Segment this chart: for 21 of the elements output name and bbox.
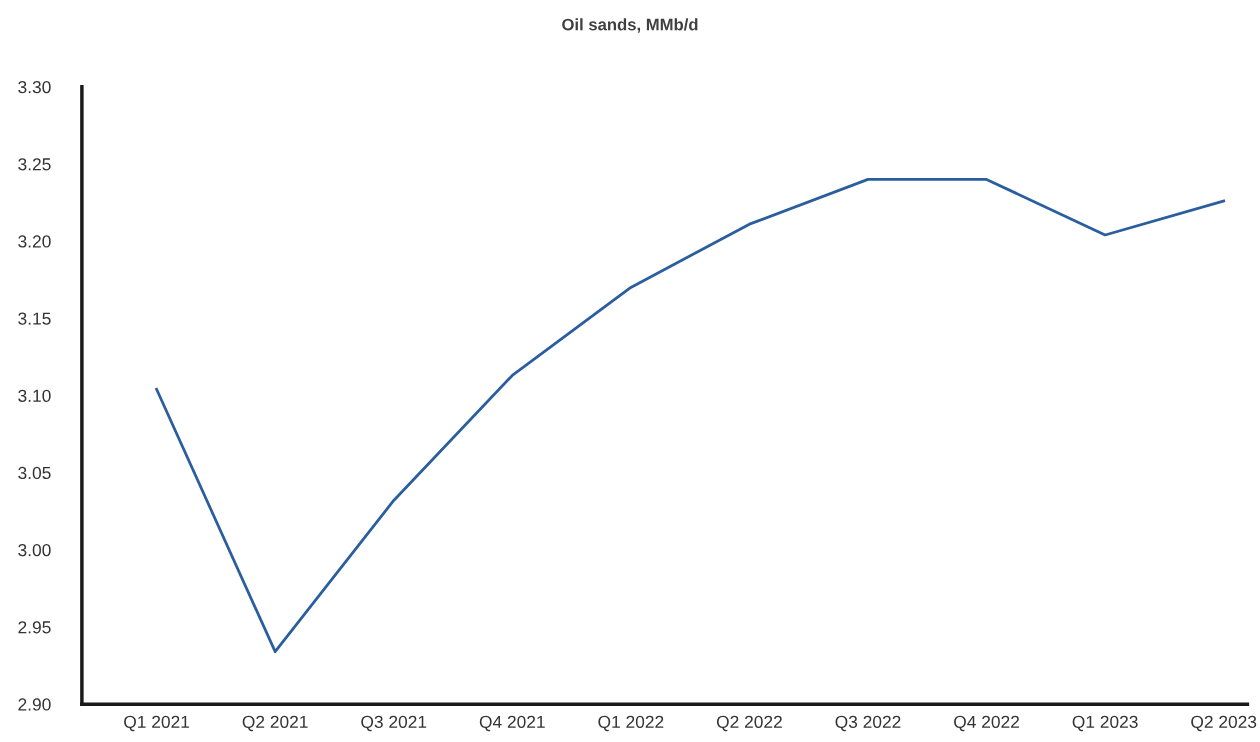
y-tick-label: 3.05 [18,466,51,480]
y-tick-label: 2.90 [18,698,51,711]
line-series [155,178,1226,654]
x-tick-label: Q2 2022 [716,715,782,732]
y-tick-label: 3.10 [18,389,51,402]
x-tick-label: Q2 2023 [1191,715,1257,732]
x-tick-label: Q2 2021 [242,715,308,732]
y-tick-label: 3.30 [18,80,51,94]
y-tick-label: 3.00 [18,543,51,557]
y-tick-label: 3.20 [18,235,51,248]
x-tick-label: Q4 2021 [479,715,545,732]
x-tick-label: Q1 2022 [598,715,664,732]
y-tick-label: 2.95 [18,621,51,634]
x-tick-label: Q3 2022 [835,715,901,732]
y-tick-label: 3.15 [18,312,51,325]
x-tick-label: Q3 2021 [361,715,427,732]
x-tick-label: Q1 2023 [1072,715,1138,732]
y-tick-label: 3.25 [18,158,51,171]
x-tick-label: Q1 2021 [124,715,190,732]
chart-title: Oil sands, MMb/d [562,18,698,33]
x-tick-label: Q4 2022 [954,715,1019,732]
